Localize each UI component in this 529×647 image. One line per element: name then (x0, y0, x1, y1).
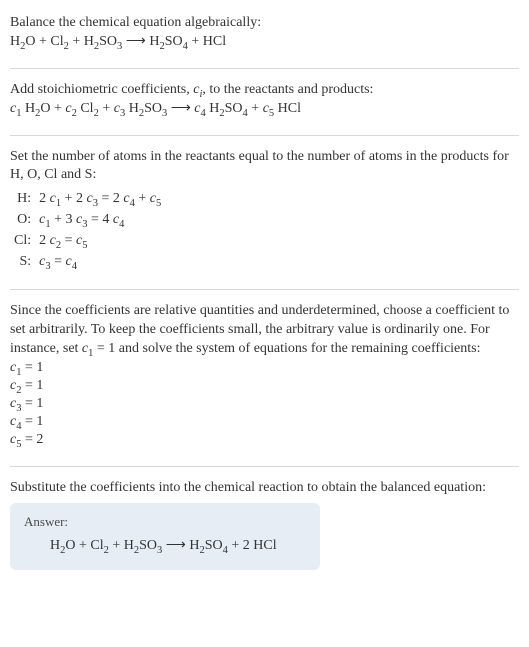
intro-text: Balance the chemical equation algebraica… (10, 14, 519, 33)
section-atom-balance: Set the number of atoms in the reactants… (10, 142, 519, 283)
element-label: Cl: (10, 231, 35, 252)
coefficient-value: c3 = 1 (10, 395, 519, 413)
element-equation: c3 = c4 (35, 252, 165, 273)
coefficient-value: c2 = 1 (10, 377, 519, 395)
divider (10, 68, 519, 69)
element-equation: 2 c1 + 2 c3 = 2 c4 + c5 (35, 189, 165, 210)
atom-balance-text: Set the number of atoms in the reactants… (10, 148, 519, 186)
coefficient-value: c1 = 1 (10, 359, 519, 377)
substitute-text: Substitute the coefficients into the che… (10, 479, 519, 498)
section-answer: Substitute the coefficients into the che… (10, 473, 519, 580)
table-row: S: c3 = c4 (10, 252, 165, 273)
element-label: S: (10, 252, 35, 273)
table-row: Cl: 2 c2 = c5 (10, 231, 165, 252)
element-equation: c1 + 3 c3 = 4 c4 (35, 210, 165, 231)
section-coefficients: Add stoichiometric coefficients, ci, to … (10, 75, 519, 129)
coefficients-equation: c1 H2O + c2 Cl2 + c3 H2SO3 ⟶ c4 H2SO4 + … (10, 100, 519, 119)
element-label: H: (10, 189, 35, 210)
element-label: O: (10, 210, 35, 231)
answer-label: Answer: (24, 513, 306, 531)
coefficient-value: c4 = 1 (10, 413, 519, 431)
element-equation: 2 c2 = c5 (35, 231, 165, 252)
divider (10, 135, 519, 136)
section-intro: Balance the chemical equation algebraica… (10, 8, 519, 62)
table-row: O: c1 + 3 c3 = 4 c4 (10, 210, 165, 231)
coefficient-list: c1 = 1 c2 = 1 c3 = 1 c4 = 1 c5 = 2 (10, 359, 519, 450)
atom-equations-table: H: 2 c1 + 2 c3 = 2 c4 + c5 O: c1 + 3 c3 … (10, 189, 165, 273)
unbalanced-equation: H2O + Cl2 + H2SO3 ⟶ H2SO4 + HCl (10, 33, 519, 52)
divider (10, 466, 519, 467)
section-solve: Since the coefficients are relative quan… (10, 296, 519, 460)
balanced-equation: H2O + Cl2 + H2SO3 ⟶ H2SO4 + 2 HCl (24, 537, 306, 556)
table-row: H: 2 c1 + 2 c3 = 2 c4 + c5 (10, 189, 165, 210)
coefficient-value: c5 = 2 (10, 431, 519, 449)
solve-text: Since the coefficients are relative quan… (10, 302, 519, 359)
divider (10, 289, 519, 290)
coefficients-text: Add stoichiometric coefficients, ci, to … (10, 81, 519, 100)
answer-box: Answer: H2O + Cl2 + H2SO3 ⟶ H2SO4 + 2 HC… (10, 503, 320, 569)
